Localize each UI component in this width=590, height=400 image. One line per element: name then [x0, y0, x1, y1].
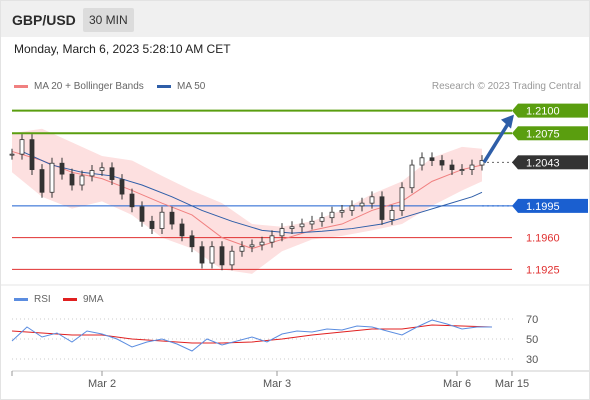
candle-body	[29, 139, 35, 170]
candle-body	[59, 162, 65, 175]
candle-body	[359, 202, 365, 207]
candle-body	[419, 157, 425, 166]
level-label-3: 1.1995	[526, 201, 560, 213]
x-tick-label: Mar 15	[495, 378, 529, 390]
forecast-arrow-head	[501, 114, 514, 129]
currency-pair-title: GBP/USD	[12, 12, 76, 28]
ma9-swatch	[63, 298, 77, 301]
candle-body	[19, 139, 25, 155]
candle-body	[379, 196, 385, 220]
candle-body	[139, 206, 145, 222]
level-tag-1	[518, 126, 588, 141]
top-bar: GBP/USD 30 MIN	[1, 1, 589, 37]
timeframe-button[interactable]: 30 MIN	[83, 8, 134, 32]
legend-rsi: RSI	[14, 294, 51, 305]
candle-body	[169, 211, 175, 225]
candle-body	[329, 211, 335, 219]
candle-body	[119, 179, 125, 195]
rsi-tick-label: 70	[526, 314, 538, 326]
candle-body	[429, 157, 435, 161]
candle-body	[439, 160, 445, 166]
candle-body	[309, 220, 315, 225]
x-tick-label: Mar 3	[263, 378, 291, 390]
forecast-arrow-shaft	[482, 119, 512, 164]
ma50-swatch	[157, 85, 171, 88]
candle-body	[189, 235, 195, 248]
candle-body	[319, 217, 325, 222]
candle-body	[209, 246, 215, 264]
candle-body	[259, 241, 265, 246]
candle-body	[49, 162, 55, 193]
level-tag-pointer-0	[512, 103, 518, 118]
legend-9ma: 9MA	[63, 294, 104, 305]
level-label-5: 1.1925	[526, 264, 560, 276]
level-label-2: 1.2043	[526, 157, 560, 169]
level-tag-pointer-3	[512, 198, 518, 213]
candle-body	[249, 244, 255, 248]
candle-body	[339, 210, 345, 213]
level-tag-pointer-1	[512, 126, 518, 141]
ma20-swatch	[14, 85, 28, 88]
level-tag-3	[518, 198, 588, 213]
level-tag-2	[518, 155, 588, 170]
rsi-swatch	[14, 298, 28, 301]
level-tag-pointer-2	[512, 155, 518, 170]
candle-body	[179, 223, 185, 237]
level-label-0: 1.2100	[526, 106, 560, 118]
candle-body	[409, 164, 415, 189]
candle-body	[349, 205, 355, 211]
candle-body	[279, 228, 285, 237]
candle-body	[399, 187, 405, 211]
level-label-1: 1.2075	[526, 128, 560, 140]
legend-ma50: MA 50	[157, 81, 205, 92]
legend-ma20-label: MA 20 + Bollinger Bands	[34, 81, 144, 92]
candle-body	[129, 193, 135, 208]
level-label-4: 1.1960	[526, 233, 560, 245]
candle-body	[89, 170, 95, 177]
candle-body	[459, 169, 465, 171]
candle-body	[39, 169, 45, 193]
candle-body	[229, 250, 235, 266]
x-tick-label: Mar 2	[88, 378, 116, 390]
candle-body	[269, 235, 275, 243]
legend-rsi-label: RSI	[34, 294, 51, 305]
candle-body	[149, 220, 155, 229]
legend-ma50-label: MA 50	[177, 81, 206, 92]
level-tag-0	[518, 103, 588, 118]
candle-body	[99, 167, 105, 171]
candle-body	[69, 173, 75, 186]
candle-body	[479, 160, 485, 166]
candle-body	[219, 246, 225, 266]
candle-body	[299, 223, 305, 228]
x-tick-label: Mar 6	[443, 378, 471, 390]
candle-body	[469, 164, 475, 170]
candle-body	[9, 153, 15, 156]
legend-ma20: MA 20 + Bollinger Bands	[14, 81, 144, 92]
research-credit: Research © 2023 Trading Central	[431, 81, 581, 92]
candle-body	[289, 226, 295, 229]
candle-body	[389, 210, 395, 220]
rsi-tick-label: 30	[526, 354, 538, 366]
candle-body	[159, 211, 165, 229]
rsi-tick-label: 50	[526, 334, 538, 346]
candle-body	[79, 175, 85, 186]
rsi-line	[11, 319, 492, 352]
candle-body	[369, 196, 375, 204]
candle-body	[239, 246, 245, 252]
timestamp: Monday, March 6, 2023 5:28:10 AM CET	[14, 42, 231, 56]
rsi-ma9-line	[11, 324, 493, 344]
legend-9ma-label: 9MA	[83, 294, 104, 305]
candle-body	[199, 246, 205, 264]
candle-body	[109, 167, 115, 180]
bollinger-band-area	[12, 128, 482, 274]
candle-body	[449, 164, 455, 170]
